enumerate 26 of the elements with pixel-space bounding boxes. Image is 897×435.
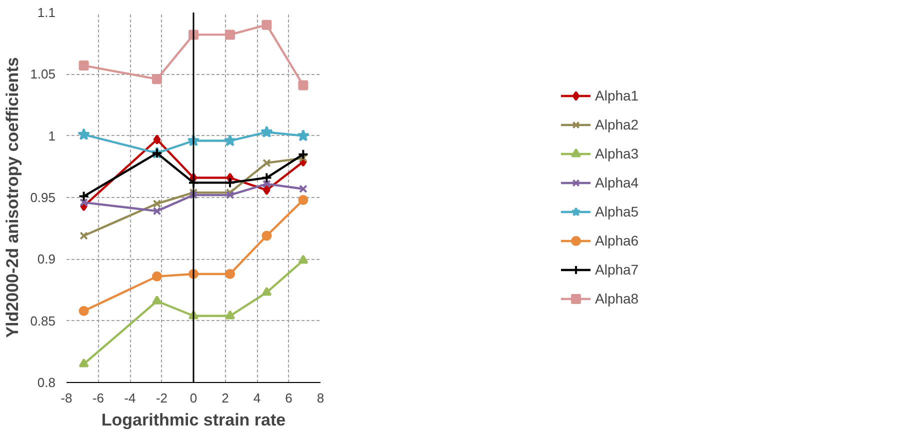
x-tick-label: 0 <box>190 390 198 406</box>
y-tick-label: 0.9 <box>37 252 56 267</box>
x-tick-label: 8 <box>316 390 324 406</box>
y-axis-title: Yld2000-2d anisotropy coefficients <box>3 57 22 338</box>
y-tick-label: 0.95 <box>30 190 56 205</box>
legend-label: Alpha5 <box>595 202 640 222</box>
y-tick-label: 1 <box>48 128 56 144</box>
legend-label: Alpha7 <box>595 260 640 280</box>
y-tick-label: 1.05 <box>30 66 56 82</box>
legend-label: Alpha6 <box>595 232 640 250</box>
x-tick-label: 6 <box>285 390 292 406</box>
x-tick-label: -4 <box>124 390 136 406</box>
legend-label: Alpha4 <box>595 174 640 192</box>
x-tick-label: -8 <box>60 390 72 406</box>
legend-label: Alpha3 <box>595 144 640 164</box>
x-tick-label: 2 <box>222 390 229 406</box>
y-tick-label: 0.8 <box>37 375 56 390</box>
x-axis-title: Logarithmic strain rate <box>101 410 286 430</box>
legend-label: Alpha8 <box>595 290 640 308</box>
legend-label: Alpha1 <box>595 86 640 106</box>
legend-label: Alpha2 <box>595 116 640 134</box>
x-tick-label: -6 <box>92 390 104 406</box>
x-tick-label: -2 <box>156 390 168 406</box>
y-tick-label: 0.85 <box>30 313 56 328</box>
y-tick-label: 1.1 <box>37 5 56 20</box>
x-tick-label: 4 <box>253 390 261 406</box>
